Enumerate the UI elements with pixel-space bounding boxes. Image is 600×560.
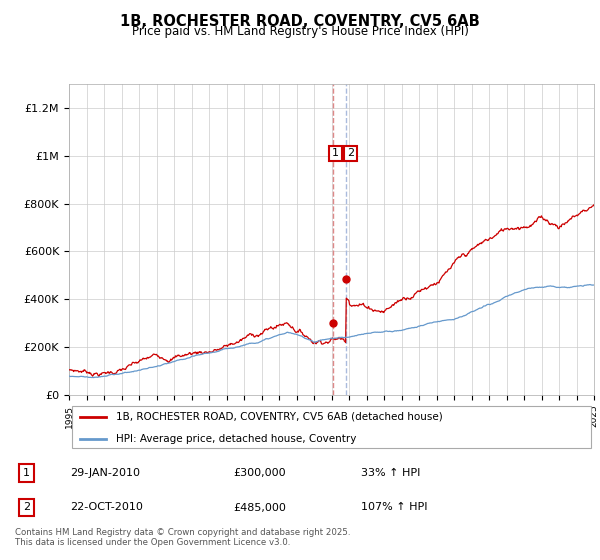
FancyBboxPatch shape [71,405,592,449]
Text: 2: 2 [347,148,354,158]
Text: 33% ↑ HPI: 33% ↑ HPI [361,468,421,478]
Text: 1: 1 [23,468,30,478]
Text: Price paid vs. HM Land Registry's House Price Index (HPI): Price paid vs. HM Land Registry's House … [131,25,469,38]
Text: 1B, ROCHESTER ROAD, COVENTRY, CV5 6AB: 1B, ROCHESTER ROAD, COVENTRY, CV5 6AB [120,14,480,29]
Text: HPI: Average price, detached house, Coventry: HPI: Average price, detached house, Cove… [116,434,356,444]
Text: £300,000: £300,000 [233,468,286,478]
Text: 107% ↑ HPI: 107% ↑ HPI [361,502,428,512]
Text: 22-OCT-2010: 22-OCT-2010 [70,502,143,512]
Text: 29-JAN-2010: 29-JAN-2010 [70,468,140,478]
Text: 1B, ROCHESTER ROAD, COVENTRY, CV5 6AB (detached house): 1B, ROCHESTER ROAD, COVENTRY, CV5 6AB (d… [116,412,443,422]
Text: 2: 2 [23,502,30,512]
Text: £485,000: £485,000 [233,502,286,512]
Text: 1: 1 [332,148,339,158]
Text: Contains HM Land Registry data © Crown copyright and database right 2025.
This d: Contains HM Land Registry data © Crown c… [15,528,350,547]
